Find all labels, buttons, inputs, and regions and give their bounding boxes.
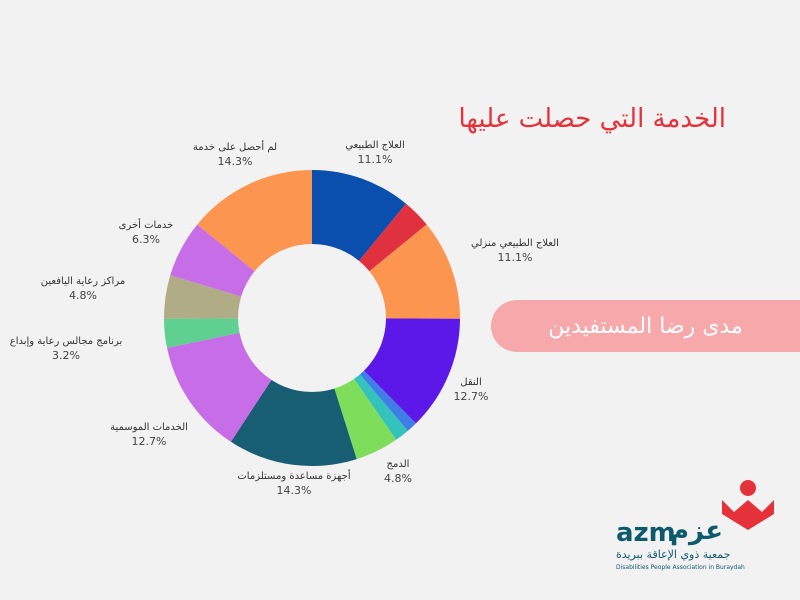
slice-label-name: الخدمات الموسمية [110, 422, 188, 433]
slice-label-pct: 14.3% [276, 484, 312, 497]
slice-label-physio: العلاج الطبيعي 11.1% [320, 139, 430, 167]
slice-label-name: العلاج الطبيعي منزلي [471, 238, 559, 249]
logo-english-subtitle: Disabilities People Association in Buray… [616, 564, 745, 571]
logo-mark-dot [740, 480, 756, 496]
chart-title: الخدمة التي حصلت عليها [458, 104, 726, 134]
organization-logo: azm عزم جمعية ذوي الإعاقة ببريدة Disabil… [612, 478, 782, 578]
logo-mark-wing [722, 500, 774, 530]
slice-label-youth-centers: مراكز رعاية اليافعين 4.8% [8, 275, 158, 303]
slice-label-name: العلاج الطبيعي [345, 140, 405, 151]
slice-label-pct: 3.2% [52, 349, 80, 362]
slice-label-pct: 6.3% [132, 233, 160, 246]
slice-label-councils: برنامج مجالس رعاية وإبداع 3.2% [0, 335, 132, 363]
logo-mark-icon [722, 480, 774, 530]
logo-arabic-name: عزم [670, 516, 723, 546]
slice-label-pct: 4.8% [69, 289, 97, 302]
logo-latin-text: azm [616, 518, 676, 548]
slice-label-name: النقل [460, 377, 482, 388]
slice-label-transport: النقل 12.7% [436, 376, 506, 404]
slice-label-name: خدمات أخرى [118, 220, 174, 231]
slice-label-pct: 11.1% [357, 153, 393, 166]
slice-label-pct: 12.7% [131, 435, 167, 448]
slice-label-integration: الدمج 4.8% [368, 458, 428, 486]
slice-label-pct: 14.3% [217, 155, 253, 168]
slice-label-name: مراكز رعاية اليافعين [40, 276, 126, 287]
slice-label-name: الدمج [386, 459, 410, 470]
slice-label-name: أجهزة مساعدة ومستلزمات [237, 471, 351, 482]
slice-label-other: خدمات أخرى 6.3% [104, 219, 188, 247]
slice-label-name: لم أحصل على خدمة [192, 142, 278, 153]
donut-hole [238, 244, 386, 392]
slice-label-seasonal: الخدمات الموسمية 12.7% [94, 421, 204, 449]
donut-slice-7 [230, 318, 357, 467]
satisfaction-button[interactable]: مدى رضا المستفيدين [491, 300, 800, 352]
slice-label-devices: أجهزة مساعدة ومستلزمات 14.3% [214, 470, 374, 498]
slice-label-pct: 11.1% [497, 251, 533, 264]
satisfaction-button-label: مدى رضا المستفيدين [548, 313, 743, 339]
slice-label-pct: 12.7% [453, 390, 489, 403]
slice-label-no-service: لم أحصل على خدمة 14.3% [180, 141, 290, 169]
slice-label-home-physio: العلاج الطبيعي منزلي 11.1% [440, 237, 590, 265]
slice-label-pct: 4.8% [384, 472, 412, 485]
slice-label-name: برنامج مجالس رعاية وإبداع [9, 336, 123, 347]
logo-arabic-subtitle: جمعية ذوي الإعاقة ببريدة [616, 548, 731, 561]
